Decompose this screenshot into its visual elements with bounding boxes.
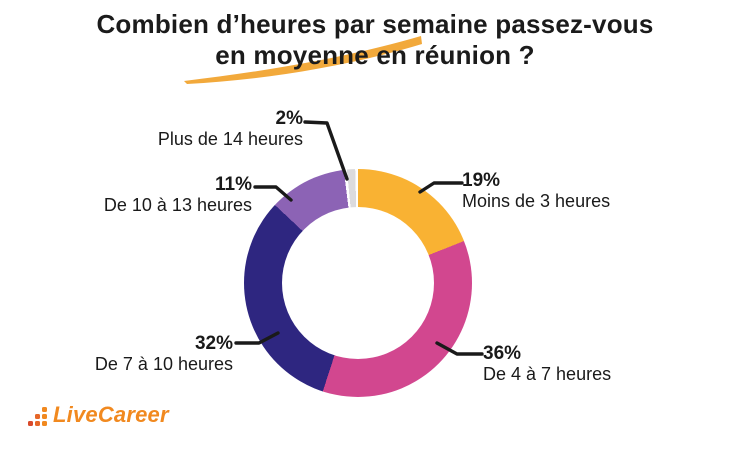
logo-dot bbox=[28, 421, 33, 426]
chart-title: Combien d’heures par semaine passez-vous… bbox=[0, 9, 750, 71]
highlight-swoosh-shape bbox=[184, 36, 422, 84]
slice-label: De 4 à 7 heures bbox=[483, 364, 612, 384]
chart-title-line1: Combien d’heures par semaine passez-vous bbox=[96, 9, 654, 39]
donut-hole bbox=[282, 207, 434, 359]
logo-dot bbox=[35, 414, 40, 419]
slice-percentage: 19% bbox=[462, 170, 501, 191]
donut-chart bbox=[244, 169, 472, 397]
logo-dot bbox=[42, 407, 47, 412]
logo-dots-icon bbox=[28, 405, 49, 426]
slice-callout-de-7-a-10-heures: 32% De 7 à 10 heures bbox=[40, 333, 233, 375]
logo-dot bbox=[42, 421, 47, 426]
slice-percentage: 36% bbox=[483, 343, 522, 364]
slice-callout-de-4-a-7-heures: 36% De 4 à 7 heures bbox=[483, 343, 611, 385]
slice-label: Moins de 3 heures bbox=[462, 191, 611, 211]
slice-percentage: 11% bbox=[215, 174, 252, 195]
slice-callout-plus-de-14-heures: 2% Plus de 14 heures bbox=[110, 108, 303, 150]
logo-dot-column-2 bbox=[35, 412, 40, 426]
slice-percentage: 32% bbox=[194, 333, 233, 354]
slice-label: Plus de 14 heures bbox=[157, 129, 303, 149]
logo-dot-column-3 bbox=[42, 405, 47, 426]
slice-percentage: 2% bbox=[275, 108, 303, 129]
slice-label: De 7 à 10 heures bbox=[94, 354, 233, 374]
logo-dot bbox=[35, 421, 40, 426]
slice-callout-de-10-a-13-heures: 11% De 10 à 13 heures bbox=[60, 174, 252, 216]
logo-dot bbox=[42, 414, 47, 419]
slice-callout-moins-de-3-heures: 19% Moins de 3 heures bbox=[462, 170, 610, 212]
logo-text: LiveCareer bbox=[53, 402, 169, 427]
logo-dot-column-1 bbox=[28, 419, 33, 426]
livecareer-logo: LiveCareer bbox=[28, 404, 169, 426]
slice-label: De 10 à 13 heures bbox=[103, 195, 252, 215]
chart-title-line2: en moyenne en réunion ? bbox=[215, 40, 535, 70]
